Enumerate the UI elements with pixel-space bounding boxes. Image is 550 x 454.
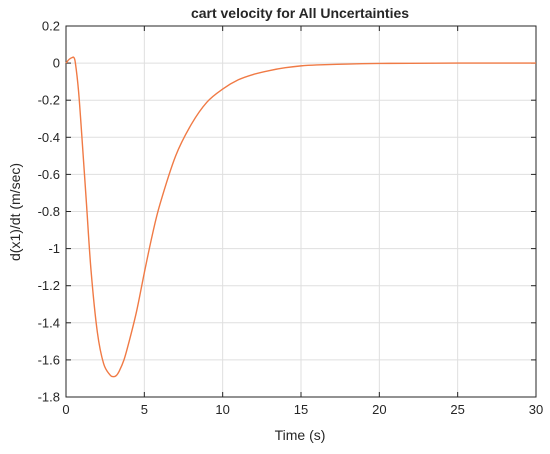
x-tick-label: 0 [62,402,69,417]
series-layer [65,56,537,378]
x-tick-label: 15 [294,402,308,417]
y-tick-label: 0 [53,56,60,71]
y-tick-label: -1.6 [38,352,60,367]
x-tick-labels: 0 5 10 15 20 25 30 [62,402,543,417]
y-tick-label: -1 [48,241,60,256]
y-tick-label: 0.2 [42,19,60,34]
x-tick-label: 20 [372,402,386,417]
series-line [65,56,537,378]
y-tick-label: -0.8 [38,204,60,219]
x-tick-label: 25 [450,402,464,417]
y-tick-label: -0.6 [38,167,60,182]
chart-title: cart velocity for All Uncertainties [191,5,409,21]
x-axis-label: Time (s) [275,427,326,443]
x-tick-label: 10 [215,402,229,417]
y-tick-labels: 0.2 0 -0.2 -0.4 -0.6 -0.8 -1 -1.2 -1.4 -1.6 -1.8 [38,19,60,405]
y-tick-label: -1.4 [38,315,60,330]
x-tick-label: 30 [529,402,543,417]
y-tick-label: -0.2 [38,93,60,108]
y-tick-label: -1.2 [38,278,60,293]
x-tick-label: 5 [141,402,148,417]
y-tick-label: -0.4 [38,130,60,145]
y-tick-label: -1.8 [38,390,60,405]
y-axis-label: d(x1)/dt (m/sec) [7,163,23,261]
tick-marks [65,25,537,398]
